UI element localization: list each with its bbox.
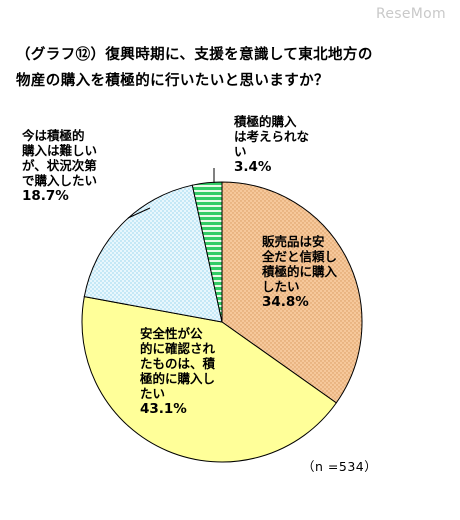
pie-slice-3: [191, 181, 223, 323]
leader-line-0: [127, 207, 151, 219]
resemom-logo: ReseMom: [375, 6, 446, 22]
slice-label-1: 安全性が公 的に確認され たものは、積 極的に購入し たい 43.1%: [140, 326, 215, 417]
sample-size-note: （n =534）: [302, 459, 378, 474]
slice-category-1: 安全性が公 的に確認され たものは、積 極的に購入し たい: [140, 326, 216, 401]
slice-value-3: 3.4%: [234, 159, 272, 175]
slice-label-0: 販売品は安 全だと信頼し 積極的に購入 したい 34.8%: [262, 234, 337, 310]
slice-value-2: 18.7%: [22, 188, 69, 204]
chart-title: （グラフ⑫）復興時期に、支援を意識して東北地方の 物産の購入を積極的に行いたいと…: [16, 47, 373, 89]
pie-slice-2: [83, 184, 223, 323]
slice-category-3: 積極的購入 は考えられな い: [234, 114, 310, 159]
pie-slice-1: [81, 296, 337, 463]
slice-value-1: 43.1%: [140, 401, 187, 417]
slice-label-3: 積極的購入 は考えられな い 3.4%: [234, 114, 309, 175]
slice-category-0: 販売品は安 全だと信頼し 積極的に購入 したい: [262, 234, 338, 294]
slice-category-2: 今は積極的 購入は難しい が、状況次第 で購入したい: [22, 128, 98, 188]
slice-value-0: 34.8%: [262, 294, 309, 310]
slice-label-2: 今は積極的 購入は難しい が、状況次第 で購入したい 18.7%: [22, 128, 97, 204]
pie-slice-0: [221, 181, 363, 404]
